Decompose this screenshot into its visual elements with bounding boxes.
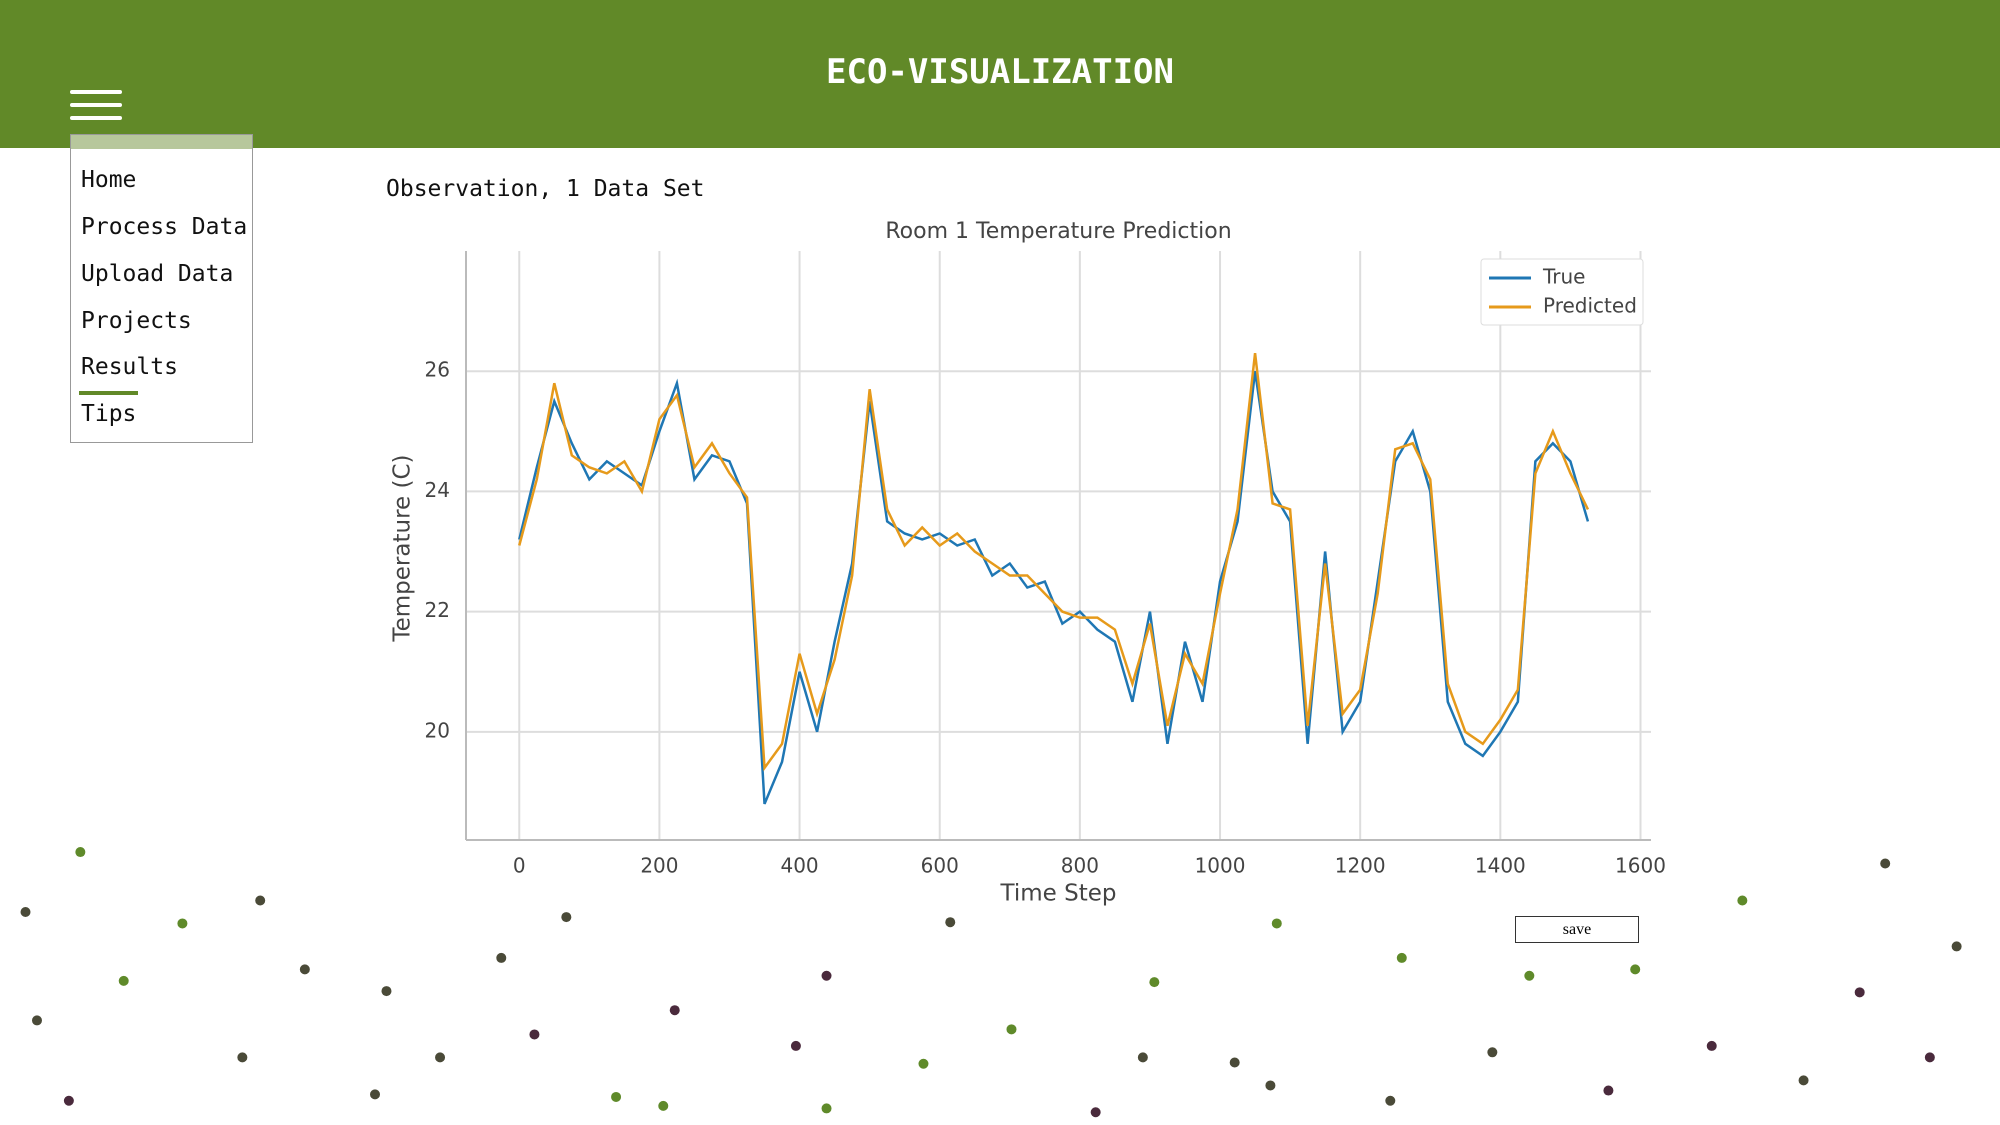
decor-dot <box>1737 895 1748 906</box>
decor-dot <box>790 1040 801 1051</box>
decor-dot <box>370 1089 380 1100</box>
nav-item[interactable]: Process Data <box>81 214 248 240</box>
x-tick-label: 1000 <box>1195 854 1246 878</box>
decor-dot <box>1090 1107 1101 1118</box>
page-heading: Observation, 1 Data Set <box>386 176 705 202</box>
x-tick-label: 1200 <box>1335 854 1386 878</box>
x-tick-label: 600 <box>921 854 959 878</box>
decor-dot <box>1396 952 1407 963</box>
x-axis-label: Time Step <box>1000 881 1117 907</box>
decor-dot <box>381 986 392 997</box>
decor-dot <box>1854 987 1865 998</box>
decor-dot <box>1706 1040 1717 1051</box>
y-tick-label: 26 <box>425 358 450 382</box>
decor-dot <box>1924 1052 1935 1063</box>
y-tick-label: 20 <box>425 718 450 742</box>
active-underline <box>79 391 138 395</box>
x-tick-label: 0 <box>513 854 526 878</box>
decor-dot <box>821 970 832 981</box>
decor-dot <box>1487 1047 1498 1058</box>
decor-dot <box>1603 1085 1614 1096</box>
nav-item[interactable]: Projects <box>81 308 192 334</box>
legend-label: Predicted <box>1543 294 1637 318</box>
decor-dot <box>496 952 507 963</box>
decor-dot <box>1951 941 1962 952</box>
decor-dot <box>1271 918 1282 929</box>
decor-dot <box>118 975 129 986</box>
decor-dot <box>237 1052 248 1063</box>
nav-band <box>71 135 252 149</box>
decor-dot <box>63 1095 74 1106</box>
decor-dot <box>561 912 572 923</box>
decor-dot <box>1385 1095 1396 1106</box>
save-button[interactable]: save <box>1515 916 1639 943</box>
decor-dot <box>299 964 310 975</box>
x-tick-label: 400 <box>780 854 818 878</box>
decor-dot <box>821 1103 832 1114</box>
header: ECO-VISUALIZATION <box>0 0 2000 148</box>
decor-dot <box>1149 977 1160 988</box>
x-tick-label: 1600 <box>1615 854 1666 878</box>
x-tick-label: 1400 <box>1475 854 1526 878</box>
decor-dot <box>255 895 266 906</box>
nav-item[interactable]: Results <box>81 354 178 380</box>
decor-dot <box>1137 1052 1148 1063</box>
decor-dot <box>529 1029 540 1040</box>
decor-dot <box>1229 1057 1240 1068</box>
menu-button[interactable] <box>70 90 122 129</box>
decor-dot <box>658 1100 669 1111</box>
legend-label: True <box>1542 265 1585 289</box>
decor-dot <box>1630 964 1641 975</box>
nav-item[interactable]: Upload Data <box>81 261 234 287</box>
chart-title: Room 1 Temperature Prediction <box>885 219 1231 244</box>
decor-dot <box>1880 858 1891 869</box>
decor-dot <box>1265 1080 1276 1091</box>
decor-dot <box>20 906 31 917</box>
decor-dot <box>177 918 188 929</box>
y-tick-label: 22 <box>425 598 450 622</box>
decor-dot <box>75 847 86 858</box>
decor-dot <box>435 1052 446 1063</box>
decor-dot <box>1798 1075 1809 1086</box>
series-line <box>518 371 1590 805</box>
nav-item[interactable]: Home <box>81 167 137 193</box>
decor-dot <box>1006 1024 1017 1035</box>
decor-dot <box>1524 970 1535 981</box>
x-tick-label: 200 <box>640 854 678 878</box>
nav-item[interactable]: Tips <box>81 401 137 427</box>
decor-dot <box>611 1091 622 1102</box>
decor-dot <box>31 1015 42 1026</box>
y-axis-label: Temperature (C) <box>390 454 416 642</box>
x-tick-label: 800 <box>1061 854 1099 878</box>
app-title: ECO-VISUALIZATION <box>826 52 1174 92</box>
series-line <box>518 353 1590 772</box>
y-tick-label: 24 <box>425 478 450 502</box>
decor-dot <box>669 1005 680 1016</box>
decor-dot <box>945 917 956 928</box>
nav-menu: Home Process Data Upload Data Projects R… <box>70 134 253 443</box>
decor-dot <box>918 1058 929 1069</box>
